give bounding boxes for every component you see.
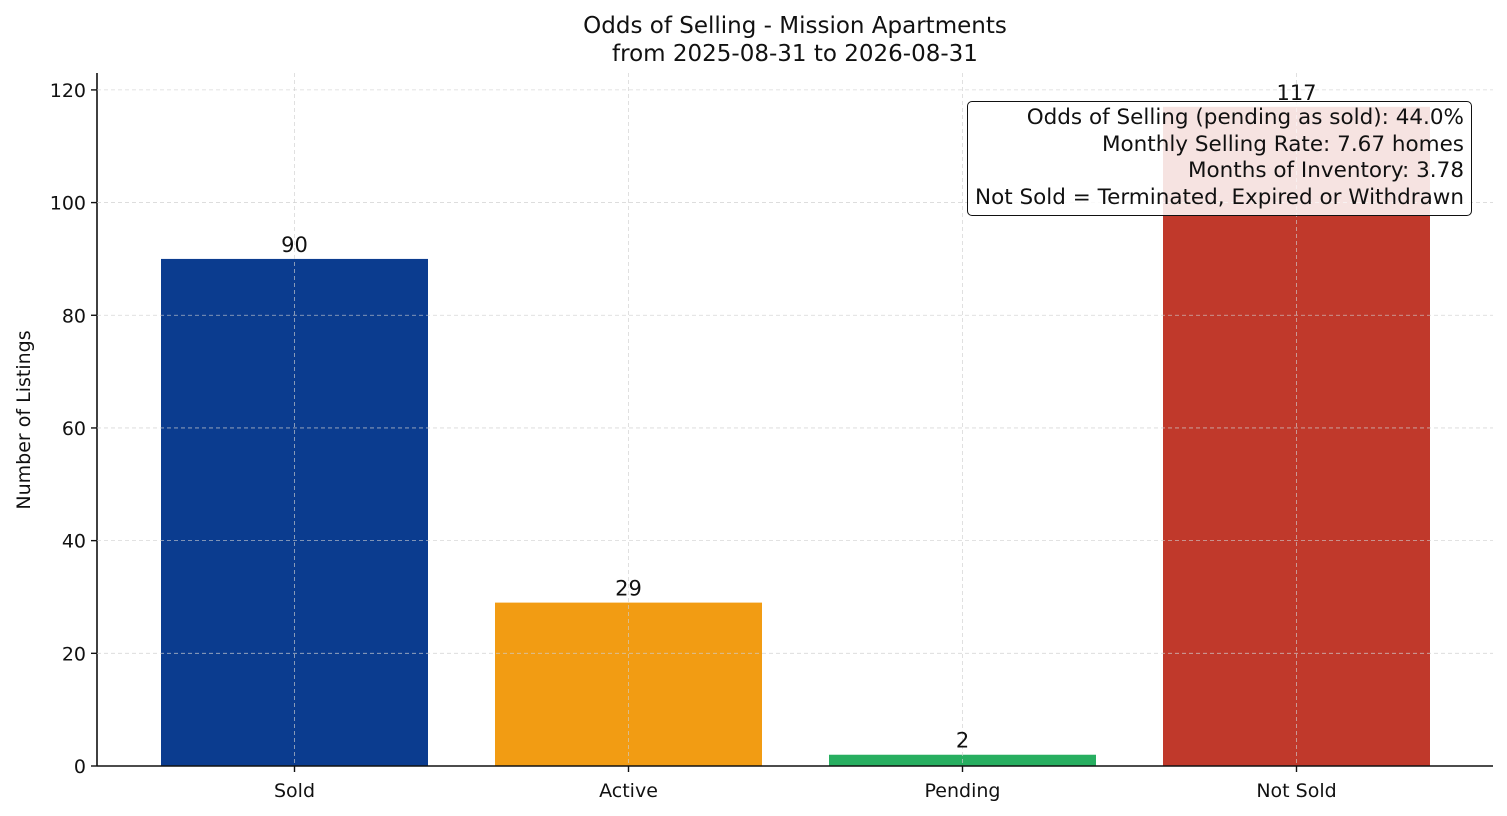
stats-annotation-box: Odds of Selling (pending as sold): 44.0%… <box>967 101 1472 217</box>
bar-sold <box>161 258 428 766</box>
annotation-months-inventory: Months of Inventory: 3.78 <box>1187 158 1464 184</box>
x-tick-label: Sold <box>274 780 315 802</box>
annotation-monthly-rate: Monthly Selling Rate: 7.67 homes <box>1101 131 1464 157</box>
chart-subtitle: from 2025-08-31 to 2026-08-31 <box>612 41 978 67</box>
y-tick-label: 20 <box>62 643 86 665</box>
y-tick-label: 0 <box>74 756 86 778</box>
data-labels: 90 29 2 117 <box>281 81 1316 753</box>
y-tick-label: 40 <box>62 531 86 553</box>
y-tick-label: 100 <box>50 193 86 215</box>
bar-value-label: 2 <box>956 729 969 753</box>
x-tick-label: Not Sold <box>1256 780 1336 802</box>
annotation-odds: Odds of Selling (pending as sold): 44.0% <box>1026 105 1464 130</box>
bar-value-label: 29 <box>615 577 642 601</box>
y-axis-label: Number of Listings <box>13 330 35 509</box>
y-tick-label: 80 <box>62 305 86 327</box>
y-tick-label: 120 <box>50 80 86 102</box>
axes <box>96 73 1493 767</box>
y-tick-label: 60 <box>62 418 86 440</box>
x-tick-label: Active <box>599 780 658 802</box>
bar-value-label: 90 <box>281 233 308 257</box>
bar-value-label: 117 <box>1276 81 1316 105</box>
annotation-not-sold-definition: Not Sold = Terminated, Expired or Withdr… <box>975 184 1464 210</box>
x-tick-label: Pending <box>925 780 1001 802</box>
ticks: 0 20 40 60 80 100 120 Sold Active Pending Not Sold <box>50 80 1337 802</box>
chart-title: Odds of Selling - Mission Apartments <box>583 13 1007 39</box>
